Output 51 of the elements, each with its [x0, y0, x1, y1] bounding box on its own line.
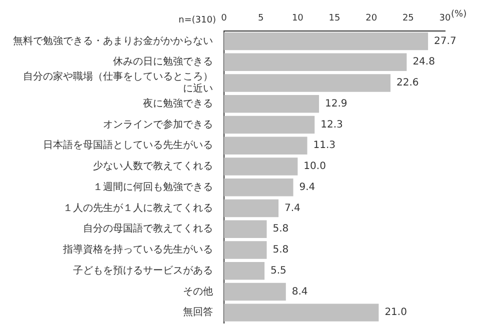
y-tick-label: 夜に勉強できる [143, 97, 213, 110]
data-label: 12.9 [325, 98, 348, 110]
bar [224, 282, 286, 301]
y-tick-label: 無料で勉強できる・あまりお金がかからない [13, 34, 213, 47]
y-tick-label: 自分の家や職場（仕事をしているところ）に近い [23, 70, 213, 95]
y-tick-label: 日本語を母国語としている先生がいる [43, 139, 213, 152]
x-tick-label: 5 [258, 14, 264, 24]
data-label: 9.4 [299, 182, 316, 193]
data-label: 11.3 [313, 140, 336, 152]
data-label: 24.8 [412, 56, 435, 68]
bar [224, 262, 265, 280]
bar [224, 241, 267, 259]
data-label: 7.4 [284, 202, 300, 214]
text: n=(310) [178, 16, 216, 26]
bar [224, 220, 267, 238]
y-tick-label: 無回答 [183, 306, 213, 318]
data-label: 5.8 [272, 224, 289, 235]
x-tick-label: 15 [328, 14, 340, 24]
y-tick-label: 少ない人数で教えてくれる [93, 160, 213, 172]
bar [224, 178, 294, 196]
x-tick-label: 0 [221, 14, 228, 24]
data-label: 12.3 [320, 119, 343, 130]
data-label: 21.0 [384, 307, 407, 318]
data-label: 10.0 [304, 161, 326, 172]
bar [224, 53, 407, 71]
x-tick-label: 10 [292, 14, 304, 24]
x-axis-title: (%) [451, 10, 467, 20]
y-tick-label: その他 [183, 285, 213, 298]
data-label: 5.5 [270, 265, 286, 276]
bar [224, 74, 390, 92]
bar [224, 116, 315, 134]
y-tick-label: 休みの日に勉強できる [113, 56, 213, 68]
data-label: 5.8 [272, 244, 289, 256]
data-label: 27.7 [434, 36, 456, 47]
y-tick-label: １人の先生が１人に教えてくれる [63, 202, 213, 214]
y-tick-label: １週間に何回も勉強できる [93, 180, 213, 193]
bar [224, 32, 428, 50]
y-tick-label: オンラインで参加できる [103, 118, 213, 130]
y-tick-label: 指導資格を持っている先生がいる [62, 244, 213, 256]
data-label: 22.6 [396, 78, 419, 89]
bar [224, 199, 279, 218]
bar [224, 158, 298, 176]
bar [224, 304, 379, 322]
bar [224, 136, 308, 154]
data-label: 8.4 [292, 286, 308, 298]
bar [224, 94, 320, 113]
x-tick-label: 20 [366, 14, 378, 24]
x-tick-label: 25 [402, 14, 414, 24]
y-tick-label: 子どもを預けるサービスがある [73, 265, 213, 276]
x-tick-label: 30 [439, 14, 451, 24]
y-tick-label: 自分の母国語で教えてくれる [83, 222, 213, 235]
